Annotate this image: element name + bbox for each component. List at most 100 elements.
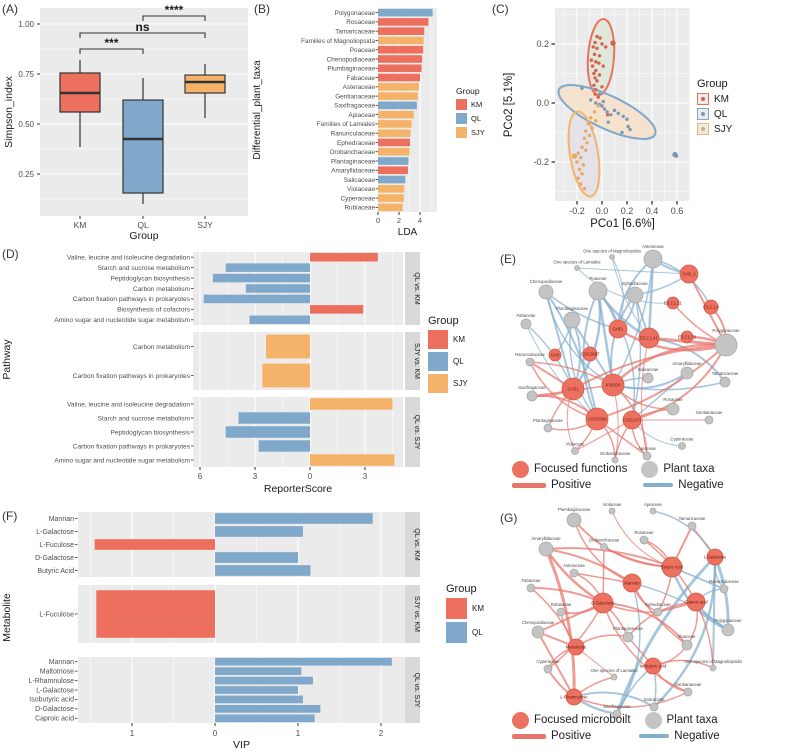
svg-text:Starch and sucrose metabolism: Starch and sucrose metabolism: [98, 415, 191, 422]
focused-function-node-icon: [512, 460, 529, 478]
svg-text:2: 2: [397, 216, 401, 225]
svg-text:QL vs. SJY: QL vs. SJY: [413, 415, 420, 450]
svg-text:0.75: 0.75: [18, 70, 34, 79]
network-node-tamaricaceae: [687, 521, 697, 531]
svg-text:SJY: SJY: [197, 220, 213, 230]
svg-text:L-Galactose: L-Galactose: [36, 529, 74, 536]
legend-item-ql: QL: [446, 622, 484, 643]
svg-text:Mannan: Mannan: [49, 516, 74, 523]
legend-label: QL: [472, 628, 483, 637]
svg-text:Violaceae: Violaceae: [566, 442, 585, 447]
network-node-plumbaginaceae: [566, 512, 582, 528]
network-node-chenopodiaceae: [538, 284, 554, 300]
svg-text:Peptidoglycan biosynthesis: Peptidoglycan biosynthesis: [110, 275, 190, 282]
panel-g: (G) Violaceae Apiaceae Plumbaginaceae Tamar…: [495, 495, 800, 756]
svg-text:Fabaceae: Fabaceae: [347, 75, 376, 82]
svg-text:Saxifragaceae: Saxifragaceae: [518, 385, 546, 390]
legend-group-d: Group KM QL SJY: [428, 315, 468, 396]
network-node-saxifragaceae: [612, 709, 622, 719]
network-node-gentianaceae: [683, 687, 693, 697]
network-node-apiaceae: [642, 451, 652, 461]
pcoa-scatter: -0.2 0.0 0.2 0.4 0.6 -0.2 0.0 0.2 PCo1 [6.6%] PCo…: [503, 8, 690, 230]
network-node-cyperaceae: [678, 442, 686, 450]
legend-group-f: Group KM QL: [446, 583, 484, 646]
svg-text:***: ***: [104, 36, 118, 50]
svg-text:ReporterScore: ReporterScore: [264, 483, 332, 495]
panel-a: (A) *** ns **** 0.25 0.50 0.75 1.00 KM QL SJY Grou…: [0, 0, 252, 242]
reporterscore-bars: Valine, leucine and isoleucine degradati…: [1, 252, 420, 495]
svg-text:L-Rhamnulose: L-Rhamnulose: [28, 678, 74, 685]
network-node-chenopodiaceae: [531, 625, 545, 639]
svg-text:0.0: 0.0: [596, 206, 609, 216]
network-node-gh9: [548, 348, 562, 362]
svg-text:One species of Magnoliopsida: One species of Magnoliopsida: [684, 659, 742, 664]
legend-title: Group: [446, 583, 477, 595]
network-node-gh51: [608, 319, 628, 339]
svg-text:Cyperaceae: Cyperaceae: [536, 659, 560, 664]
legend-label: Focused microboilt: [534, 714, 631, 726]
network-node-ephedraceae: [653, 607, 663, 617]
svg-text:Orobanchaceae: Orobanchaceae: [330, 149, 376, 156]
legend-item-ql: QL: [428, 352, 468, 371]
legend-label: KM: [472, 604, 484, 613]
svg-text:Poaceae: Poaceae: [350, 47, 376, 54]
network-node-plantaginaceae: [543, 423, 553, 433]
legend-label: Plant taxa: [663, 463, 715, 475]
boxplot-simpson-index: *** ns **** 0.25 0.50 0.75 1.00 KM QL SJY Group Sim…: [3, 3, 248, 242]
svg-text:1: 1: [130, 729, 135, 738]
svg-text:Gentianaceae: Gentianaceae: [675, 682, 702, 687]
network-node-cog1472: [622, 410, 642, 430]
svg-text:E3.2.1.78: E3.2.1.78: [678, 335, 697, 340]
network-node-poaceae: [588, 281, 608, 301]
svg-text:Rubiaceae: Rubiaceae: [551, 602, 572, 607]
legend-label: Plant taxa: [666, 714, 718, 726]
svg-text:0.6: 0.6: [671, 206, 684, 216]
network-node-isobutyric_acid: [644, 657, 662, 675]
svg-text:Pathway: Pathway: [1, 339, 13, 380]
panel-e: (E) One species of Magnoliopsida One spec…: [495, 245, 800, 495]
function-taxa-network: One species of Magnoliopsida One species …: [515, 245, 740, 464]
network-node-cog3867: [582, 346, 598, 362]
svg-text:Chenopodiaceae: Chenopodiaceae: [522, 620, 555, 625]
svg-text:Apiaceae: Apiaceae: [348, 112, 375, 119]
svg-text:E3.2.1.4: E3.2.1.4: [703, 305, 719, 310]
legend-item-km: KM: [697, 93, 732, 105]
legend-item-km: KM: [446, 598, 484, 619]
network-node-l_rhamnulose: [565, 688, 583, 706]
network-node-violaceae: [608, 507, 616, 515]
network-node-lamiales_sp: [574, 265, 580, 271]
swatch-km: [456, 99, 467, 110]
legend-row-edges: Positive Negative: [512, 477, 798, 493]
svg-text:Families of Lamiales: Families of Lamiales: [317, 121, 375, 128]
network-node-asteraceae: [643, 249, 663, 269]
network-node-orobanchaceae: [611, 456, 619, 464]
svg-text:KM: KM: [74, 220, 87, 230]
network-node-rosaceae: [639, 535, 649, 545]
legend-label: Positive: [551, 730, 592, 742]
svg-text:Salicaceae: Salicaceae: [637, 367, 659, 372]
svg-text:COG0366: COG0366: [588, 417, 608, 422]
svg-text:Ranunculaceae: Ranunculaceae: [331, 130, 376, 137]
network-node-l_galactose: [706, 548, 724, 566]
network-node-e32178: [680, 330, 694, 344]
network-node-rubiaceae: [556, 607, 566, 617]
svg-text:Carbon fixation pathways in pr: Carbon fixation pathways in prokaryotes: [73, 443, 191, 450]
network-node-e32121: [666, 296, 680, 310]
legend-label: QL: [714, 108, 728, 120]
svg-text:Ranunculaceae: Ranunculaceae: [515, 352, 545, 357]
svg-text:VIP: VIP: [233, 739, 250, 751]
svg-text:Maltotriose: Maltotriose: [566, 645, 587, 650]
legend-label: SJY: [714, 123, 733, 135]
svg-text:0.2: 0.2: [536, 39, 549, 49]
negative-edge-icon: [643, 483, 674, 487]
svg-text:Amino sugar and nucleotide sug: Amino sugar and nucleotide sugar metabol…: [54, 457, 190, 464]
svg-text:Orobanchaceae: Orobanchaceae: [600, 451, 631, 456]
svg-text:SJY vs. KM: SJY vs. KM: [413, 596, 420, 632]
network-node-asteraceae: [569, 568, 579, 578]
svg-text:Amino sugar and nucleotide sug: Amino sugar and nucleotide sugar metabol…: [54, 317, 190, 324]
network-labels: Violaceae Apiaceae Plumbaginaceae Tamaricac…: [521, 502, 742, 709]
svg-text:Saxifragaceae: Saxifragaceae: [603, 704, 631, 709]
key-dot: [701, 127, 705, 131]
svg-text:Salicaceae: Salicaceae: [344, 177, 376, 184]
svg-text:Peptidoglycan biosynthesis: Peptidoglycan biosynthesis: [110, 429, 190, 436]
